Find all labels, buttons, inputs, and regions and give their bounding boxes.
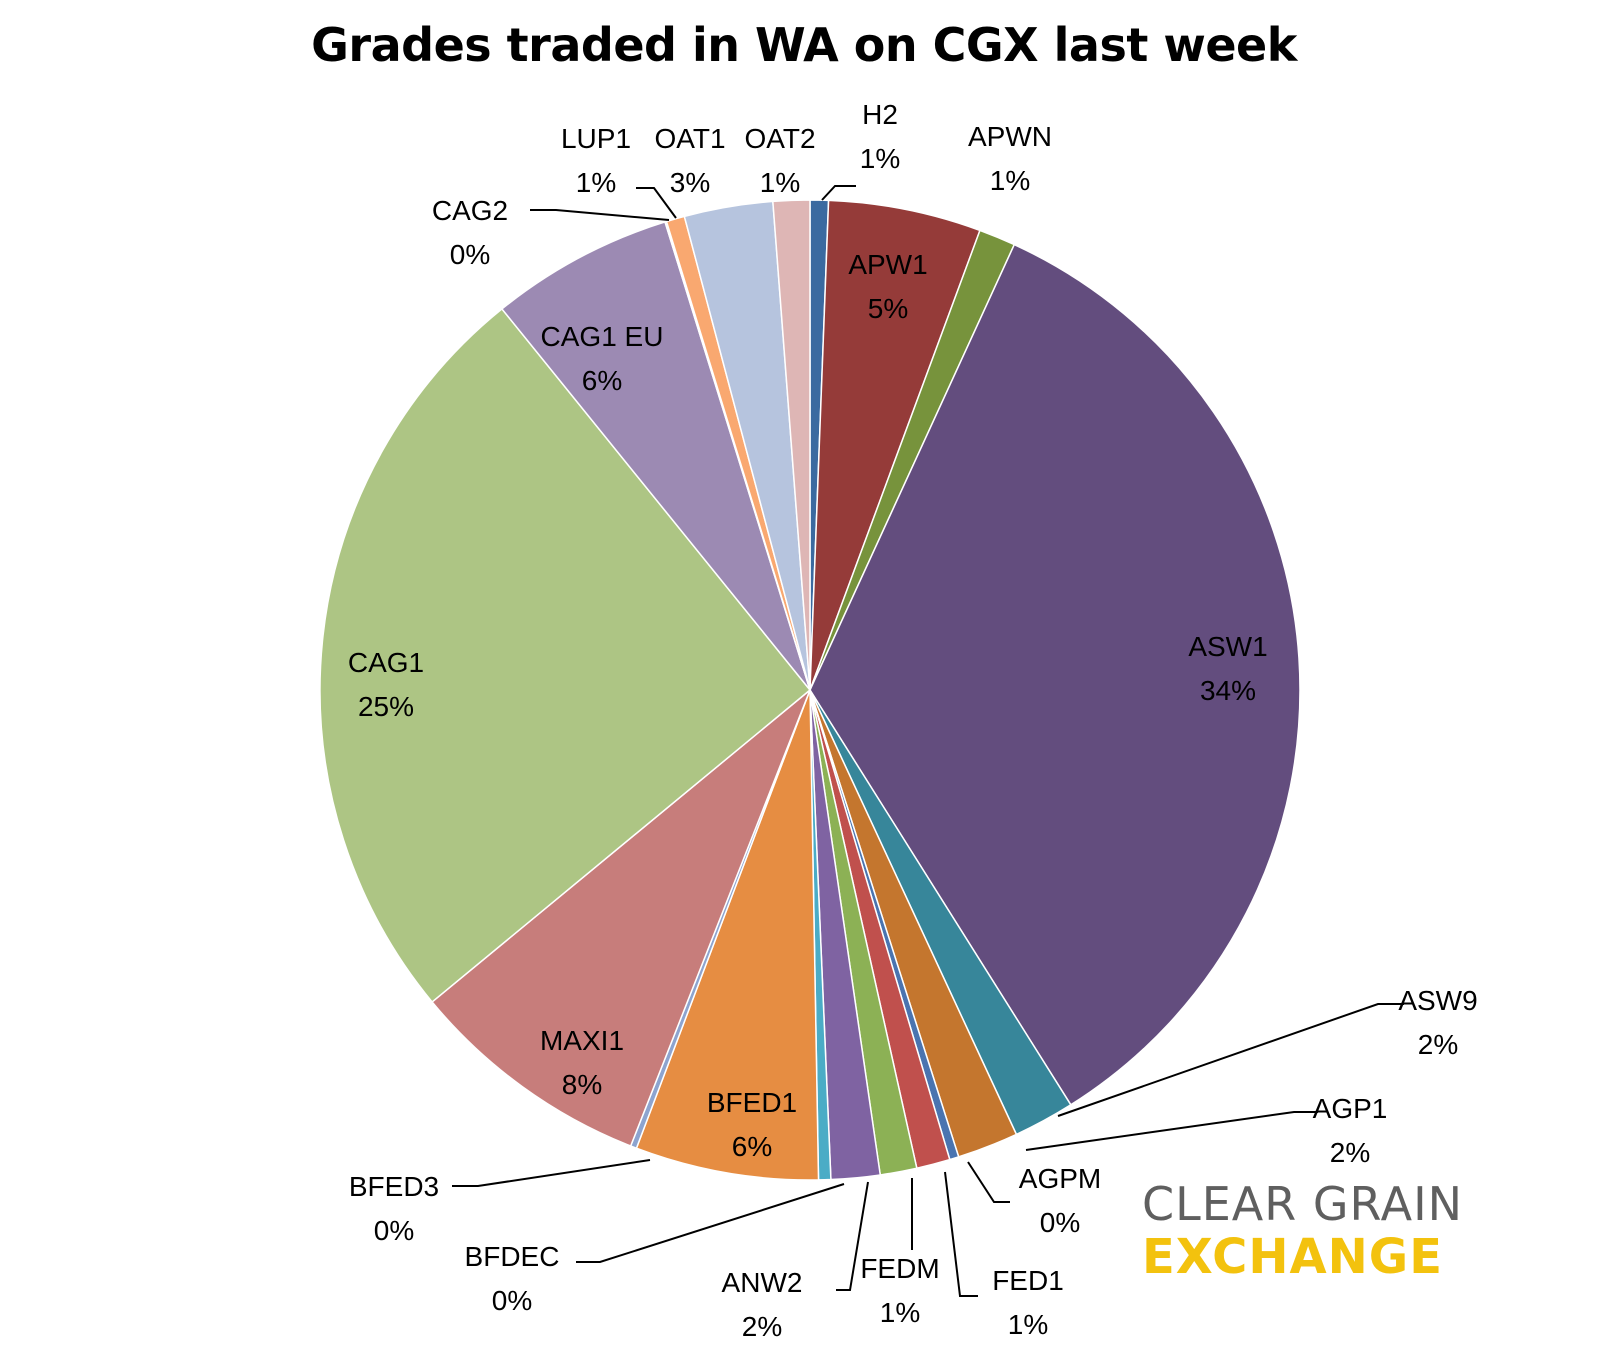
slice-percent: 2% <box>1418 1029 1458 1060</box>
slice-label-cag1: CAG1 25% <box>348 647 424 722</box>
leader-line-h2 <box>821 185 856 201</box>
pie-slice-cag1-eu <box>500 221 811 691</box>
pie-slice-cag1 <box>319 307 812 1004</box>
slice-label-bfdec: BFDEC 0% <box>465 1241 560 1316</box>
clear-grain-exchange-logo: CLEAR GRAIN EXCHANGE <box>1142 1178 1540 1284</box>
slice-label-cag2: CAG2 0% <box>432 195 508 270</box>
slice-percent: 25% <box>358 691 414 722</box>
slice-percent: 0% <box>450 239 490 270</box>
slice-percent: 3% <box>670 167 710 198</box>
slice-name: ANW2 <box>722 1267 803 1298</box>
slice-name: APWN <box>968 121 1052 152</box>
slice-percent: 5% <box>868 293 908 324</box>
slice-name: OAT1 <box>654 123 725 154</box>
slice-percent: 0% <box>492 1285 532 1316</box>
pie-slice-maxi1 <box>431 687 812 1147</box>
slice-label-asw9: ASW9 2% <box>1398 985 1477 1060</box>
logo-line-2: EXCHANGE <box>1142 1229 1443 1285</box>
slice-percent: 34% <box>1200 675 1256 706</box>
slice-name: OAT2 <box>744 123 815 154</box>
slice-name: LUP1 <box>561 123 631 154</box>
leader-line-bfdec <box>576 1183 845 1263</box>
leader-line-fed1 <box>944 1171 978 1297</box>
pie-slice-oat2 <box>772 199 811 691</box>
slice-label-oat2: OAT2 1% <box>744 123 815 198</box>
slice-percent: 0% <box>374 1215 414 1246</box>
slice-name: ASW1 <box>1188 631 1267 662</box>
slice-label-h2: H2 1% <box>860 99 900 174</box>
slice-percent: 1% <box>576 167 616 198</box>
slice-name: BFED3 <box>349 1171 439 1202</box>
slice-percent: 8% <box>562 1069 602 1100</box>
slice-label-anw2: ANW2 2% <box>722 1267 803 1342</box>
slice-percent: 1% <box>860 143 900 174</box>
slice-name: BFED1 <box>707 1087 797 1118</box>
leader-line-lup1 <box>636 187 677 219</box>
slice-labels: H2 1%APW1 5%APWN 1%ASW1 34%ASW9 2%AGP1 2%AGPM 0… <box>348 99 1478 1342</box>
pie-slice-bfed1 <box>635 689 820 1181</box>
chart-title: Grades traded in WA on CGX last week <box>311 18 1297 72</box>
leader-lines <box>452 185 1404 1297</box>
slice-label-fed1: FED1 1% <box>992 1265 1064 1340</box>
slice-label-bfed1: BFED1 6% <box>707 1087 797 1162</box>
pie-slice-asw1 <box>809 243 1301 1106</box>
slice-percent: 6% <box>732 1131 772 1162</box>
leader-line-cag2 <box>530 209 670 221</box>
slice-percent: 1% <box>990 165 1030 196</box>
slice-name: H2 <box>862 99 898 130</box>
pie-slice-apw1 <box>809 199 981 691</box>
slice-name: FEDM <box>860 1253 939 1284</box>
slice-label-bfed3: BFED3 0% <box>349 1171 439 1246</box>
slice-percent: 2% <box>742 1311 782 1342</box>
slice-percent: 2% <box>1330 1137 1370 1168</box>
slice-name: CAG1 EU <box>541 321 664 352</box>
leader-line-agp1 <box>1025 1111 1318 1151</box>
leader-line-anw2 <box>836 1181 869 1291</box>
slice-label-fedm: FEDM 1% <box>860 1253 939 1328</box>
slice-name: FED1 <box>992 1265 1064 1296</box>
slice-percent: 0% <box>1040 1207 1080 1238</box>
slice-label-maxi1: MAXI1 8% <box>540 1025 624 1100</box>
slice-name: MAXI1 <box>540 1025 624 1056</box>
slice-percent: 6% <box>582 365 622 396</box>
slice-name: CAG2 <box>432 195 508 226</box>
pie-slices <box>319 199 1301 1181</box>
slice-label-lup1: LUP1 1% <box>561 123 631 198</box>
leader-line-agpm <box>967 1161 1010 1203</box>
slice-label-asw1: ASW1 34% <box>1188 631 1267 706</box>
slice-percent: 1% <box>1008 1309 1048 1340</box>
slice-label-apwn: APWN 1% <box>968 121 1052 196</box>
slice-label-cag1-eu: CAG1 EU 6% <box>541 321 664 396</box>
slice-percent: 1% <box>760 167 800 198</box>
slice-name: APW1 <box>848 249 927 280</box>
slice-label-apw1: APW1 5% <box>848 249 927 324</box>
leader-line-asw9 <box>1057 1003 1404 1117</box>
slice-name: AGP1 <box>1313 1093 1388 1124</box>
logo-line-1: CLEAR GRAIN <box>1142 1177 1464 1231</box>
slice-label-oat1: OAT1 3% <box>654 123 725 198</box>
slice-percent: 1% <box>880 1297 920 1328</box>
slice-name: BFDEC <box>465 1241 560 1272</box>
slice-name: ASW9 <box>1398 985 1477 1016</box>
slice-label-agpm: AGPM 0% <box>1019 1163 1101 1238</box>
slice-label-agp1: AGP1 2% <box>1313 1093 1388 1168</box>
leader-line-bfed3 <box>452 1159 651 1187</box>
slice-name: AGPM <box>1019 1163 1101 1194</box>
slice-name: CAG1 <box>348 647 424 678</box>
